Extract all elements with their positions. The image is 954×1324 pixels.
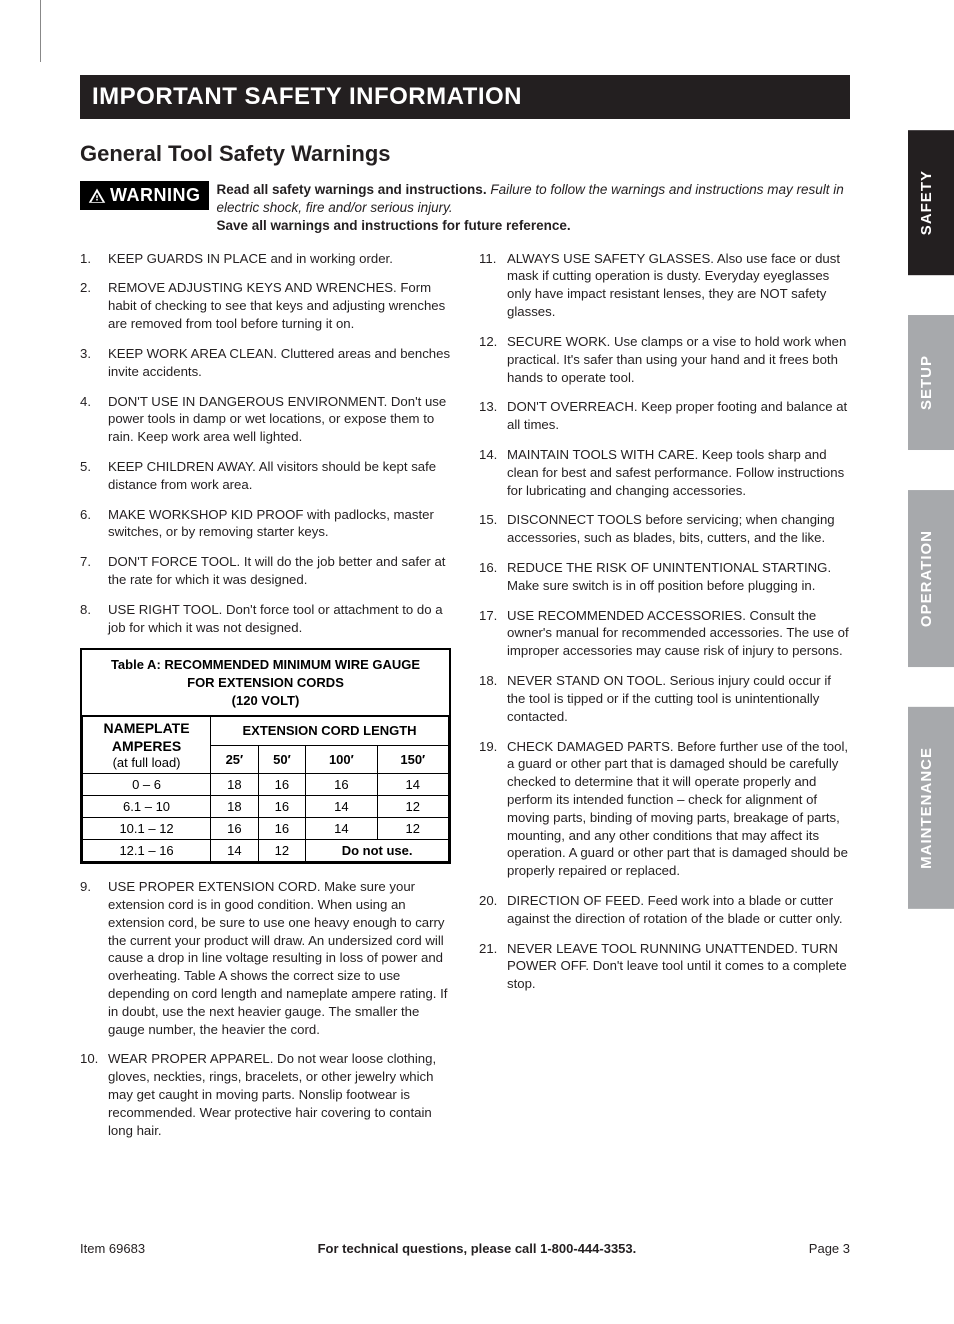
amp-cell: 12.1 – 16: [83, 840, 211, 862]
header-bar: IMPORTANT SAFETY INFORMATION: [80, 75, 850, 119]
warning-badge-text: WARNING: [110, 185, 201, 206]
gauge-cell: 12: [377, 818, 448, 840]
cord-body: 0 – 6181616146.1 – 101816141210.1 – 1216…: [83, 774, 449, 862]
right-column: ALWAYS USE SAFETY GLASSES. Also use face…: [479, 250, 850, 1152]
table-title-line2: FOR EXTENSION CORDS: [187, 675, 344, 690]
table-title-line3: (120 VOLT): [232, 693, 300, 708]
list-item: KEEP WORK AREA CLEAN. Cluttered areas an…: [80, 345, 451, 381]
list-item: ALWAYS USE SAFETY GLASSES. Also use face…: [479, 250, 850, 321]
gauge-cell: 18: [211, 796, 259, 818]
warning-text: Read all safety warnings and instruction…: [217, 181, 851, 236]
warning-line2: Save all warnings and instructions for f…: [217, 218, 571, 233]
gauge-cell: 16: [258, 796, 306, 818]
footer-right: Page 3: [809, 1241, 850, 1256]
gauge-cell: 16: [211, 818, 259, 840]
alert-triangle-icon: [88, 187, 106, 205]
list-item: SECURE WORK. Use clamps or a vise to hol…: [479, 333, 850, 386]
gauge-cell: 14: [306, 796, 377, 818]
list-item: CHECK DAMAGED PARTS. Before further use …: [479, 738, 850, 881]
page-content: IMPORTANT SAFETY INFORMATION General Too…: [80, 75, 850, 1151]
list-item: MAKE WORKSHOP KID PROOF with padlocks, m…: [80, 506, 451, 542]
table-title-line1: Table A: RECOMMENDED MINIMUM WIRE GAUGE: [111, 657, 420, 672]
gauge-cell: 16: [258, 774, 306, 796]
safety-list-left-b: USE PROPER EXTENSION CORD. Make sure you…: [80, 878, 451, 1139]
list-item: USE RIGHT TOOL. Don't force tool or atta…: [80, 601, 451, 637]
amp-cell: 10.1 – 12: [83, 818, 211, 840]
list-item: DIRECTION OF FEED. Feed work into a blad…: [479, 892, 850, 928]
section-tab-maintenance[interactable]: MAINTENANCE: [908, 707, 954, 909]
ext-cord-head: EXTENSION CORD LENGTH: [211, 717, 449, 746]
gauge-cell: 14: [306, 818, 377, 840]
gauge-cell: 14: [377, 774, 448, 796]
list-item: KEEP GUARDS IN PLACE and in working orde…: [80, 250, 451, 268]
table-title: Table A: RECOMMENDED MINIMUM WIRE GAUGE …: [82, 650, 449, 716]
do-not-use-cell: Do not use.: [306, 840, 449, 862]
table-row: 12.1 – 161412Do not use.: [83, 840, 449, 862]
gauge-cell: 12: [377, 796, 448, 818]
list-item: NEVER LEAVE TOOL RUNNING UNATTENDED. TUR…: [479, 940, 850, 993]
cord-table: NAMEPLATE AMPERES (at full load) EXTENSI…: [82, 716, 449, 862]
section-tab-operation[interactable]: OPERATION: [908, 490, 954, 667]
length-header: 100′: [306, 745, 377, 774]
left-column: KEEP GUARDS IN PLACE and in working orde…: [80, 250, 451, 1152]
warning-block: WARNING Read all safety warnings and ins…: [80, 181, 850, 236]
extension-cord-table: Table A: RECOMMENDED MINIMUM WIRE GAUGE …: [80, 648, 451, 864]
table-row: 6.1 – 1018161412: [83, 796, 449, 818]
nameplate-head: NAMEPLATE AMPERES: [87, 720, 206, 755]
list-item: DON'T OVERREACH. Keep proper footing and…: [479, 398, 850, 434]
list-item: REMOVE ADJUSTING KEYS AND WRENCHES. Form…: [80, 279, 451, 332]
amp-cell: 0 – 6: [83, 774, 211, 796]
warning-badge: WARNING: [80, 181, 209, 210]
side-tabs: SAFETY SETUP OPERATION MAINTENANCE: [908, 130, 954, 909]
list-item: WEAR PROPER APPAREL. Do not wear loose c…: [80, 1050, 451, 1139]
length-header: 50′: [258, 745, 306, 774]
list-item: REDUCE THE RISK OF UNINTENTIONAL STARTIN…: [479, 559, 850, 595]
section-tab-safety[interactable]: SAFETY: [908, 130, 954, 275]
list-item: NEVER STAND ON TOOL. Serious injury coul…: [479, 672, 850, 725]
table-row: 10.1 – 1216161412: [83, 818, 449, 840]
gauge-cell: 14: [211, 840, 259, 862]
list-item: DON'T FORCE TOOL. It will do the job bet…: [80, 553, 451, 589]
warning-line1-bold: Read all safety warnings and instruction…: [217, 182, 487, 197]
footer: Item 69683 For technical questions, plea…: [80, 1241, 850, 1256]
subheading: General Tool Safety Warnings: [80, 141, 850, 167]
footer-center: For technical questions, please call 1-8…: [318, 1241, 637, 1256]
gauge-cell: 16: [258, 818, 306, 840]
list-item: DISCONNECT TOOLS before servicing; when …: [479, 511, 850, 547]
length-header: 150′: [377, 745, 448, 774]
gauge-cell: 12: [258, 840, 306, 862]
nameplate-sub: (at full load): [87, 755, 206, 770]
section-tab-setup[interactable]: SETUP: [908, 315, 954, 450]
list-item: DON'T USE IN DANGEROUS ENVIRONMENT. Don'…: [80, 393, 451, 446]
length-header: 25′: [211, 745, 259, 774]
margin-line: [40, 0, 41, 62]
safety-list-left-a: KEEP GUARDS IN PLACE and in working orde…: [80, 250, 451, 637]
list-item: KEEP CHILDREN AWAY. All visitors should …: [80, 458, 451, 494]
list-item: USE RECOMMENDED ACCESSORIES. Consult the…: [479, 607, 850, 660]
list-item: MAINTAIN TOOLS WITH CARE. Keep tools sha…: [479, 446, 850, 499]
safety-list-right: ALWAYS USE SAFETY GLASSES. Also use face…: [479, 250, 850, 993]
gauge-cell: 16: [306, 774, 377, 796]
table-row: 0 – 618161614: [83, 774, 449, 796]
gauge-cell: 18: [211, 774, 259, 796]
amp-cell: 6.1 – 10: [83, 796, 211, 818]
list-item: USE PROPER EXTENSION CORD. Make sure you…: [80, 878, 451, 1038]
footer-left: Item 69683: [80, 1241, 145, 1256]
two-column-layout: KEEP GUARDS IN PLACE and in working orde…: [80, 250, 850, 1152]
